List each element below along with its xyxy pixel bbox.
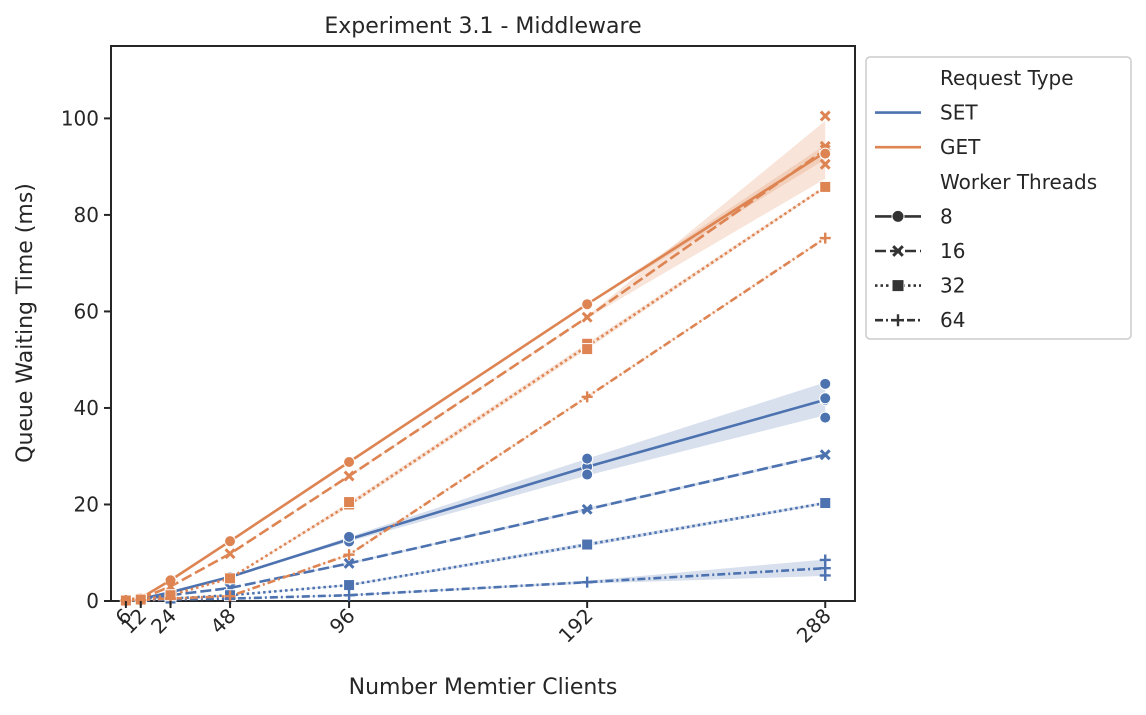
legend-marker: [892, 314, 904, 327]
x-tick-label: 192: [554, 604, 598, 648]
ci-band: [125, 120, 826, 601]
plot-area: [110, 45, 856, 607]
legend-title-worker-threads: Worker Threads: [940, 170, 1097, 194]
legend-label: 16: [940, 239, 965, 263]
data-point: [819, 497, 832, 510]
data-point: [224, 590, 236, 602]
data-point: [581, 468, 594, 481]
data-point: [819, 554, 831, 566]
data-point: [819, 449, 831, 461]
x-tick-label: 96: [325, 604, 360, 639]
y-tick-label: 60: [74, 299, 99, 323]
y-axis: 0 20 40 60 80 100: [61, 106, 111, 613]
x-tick-label: 288: [792, 604, 836, 648]
x-axis-label: Number Memtier Clients: [349, 675, 618, 700]
chart-title: Experiment 3.1 - Middleware: [324, 14, 641, 39]
data-point: [224, 548, 236, 560]
data-point: [343, 549, 355, 561]
legend-label: 8: [940, 204, 953, 228]
legend-label: 32: [940, 274, 965, 298]
data-point: [581, 343, 594, 356]
data-point: [819, 392, 832, 405]
data-point: [343, 470, 355, 482]
data-point: [819, 158, 831, 170]
data-point: [343, 557, 355, 569]
series-markers: [119, 110, 832, 607]
y-tick-label: 0: [86, 589, 99, 613]
legend-marker: [891, 279, 905, 293]
y-tick-label: 80: [74, 203, 99, 227]
legend-label: 64: [940, 308, 965, 332]
legend-marker: [892, 245, 904, 257]
data-point: [819, 147, 832, 160]
data-point: [343, 589, 355, 601]
data-point: [224, 572, 237, 585]
data-point: [343, 456, 356, 469]
data-point: [581, 391, 593, 403]
data-point: [819, 232, 831, 244]
legend-marker: [891, 209, 905, 223]
legend-frame: [865, 56, 1132, 340]
data-point: [819, 180, 832, 193]
confidence-bands: [125, 120, 826, 601]
data-point: [581, 311, 593, 323]
data-point: [224, 535, 237, 548]
ci-band: [125, 559, 826, 601]
data-point: [343, 530, 356, 543]
x-tick-label: 24: [146, 604, 181, 639]
data-point: [581, 538, 594, 551]
data-point: [581, 503, 593, 515]
legend: Request Type SET GET Worker Threads 8 16 32 64: [865, 56, 1132, 340]
legend-title-request-type: Request Type: [940, 66, 1074, 90]
y-tick-label: 100: [61, 106, 99, 130]
data-point: [819, 377, 832, 390]
data-point: [819, 569, 831, 581]
data-point: [343, 579, 356, 592]
legend-label: GET: [940, 135, 981, 159]
data-point: [819, 110, 831, 122]
data-point: [581, 576, 593, 588]
series-line: [125, 151, 826, 601]
x-tick-label: 48: [206, 604, 241, 639]
ci-band: [125, 382, 826, 601]
legend-items: Request Type SET GET Worker Threads 8 16 32 64: [875, 66, 1097, 332]
legend-label: SET: [940, 101, 978, 125]
y-tick-label: 20: [74, 492, 99, 516]
plot-frame: [110, 45, 856, 602]
data-point: [581, 452, 594, 465]
y-axis-label: Queue Waiting Time (ms): [13, 183, 38, 463]
data-point: [343, 496, 356, 509]
data-point: [819, 411, 832, 424]
y-tick-label: 40: [74, 396, 99, 420]
data-point: [581, 298, 594, 311]
